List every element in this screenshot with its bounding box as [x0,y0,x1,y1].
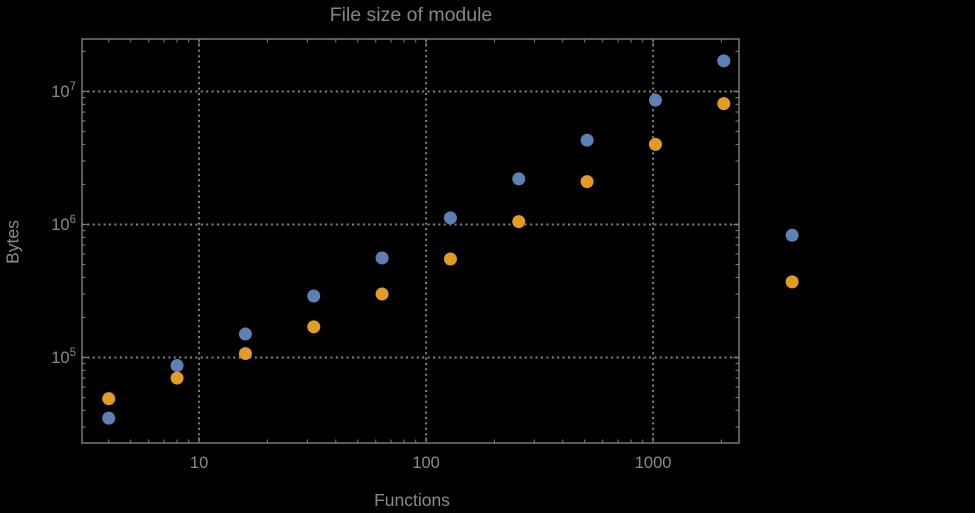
y-tick-label-10e7: 107 [51,81,76,101]
x-tick-label-10: 10 [190,454,208,472]
data-point-blue-x64 [375,251,389,265]
data-point-orange-x4096 [785,275,799,289]
data-point-orange-x64 [375,287,389,301]
data-point-orange-x512 [580,175,594,189]
data-point-blue-x512 [580,133,594,147]
data-point-blue-x2048 [717,54,731,68]
data-point-orange-x1024 [648,137,662,151]
plot-frame [81,38,740,444]
data-point-blue-x1024 [648,93,662,107]
chart-title: File size of module [329,4,493,26]
x-tick-label-1000: 1000 [635,454,672,472]
data-point-blue-x16 [238,327,252,341]
data-point-blue-x32 [307,289,321,303]
y-tick-label-10e5: 105 [51,347,76,367]
data-point-orange-x2048 [717,97,731,111]
data-point-orange-x32 [307,320,321,334]
data-point-orange-x16 [238,347,252,361]
data-point-blue-x8 [170,359,184,373]
data-point-blue-x128 [443,211,457,225]
x-axis-label: Functions [374,490,450,510]
y-tick-label-10e6: 106 [51,214,76,234]
data-point-orange-x4 [102,392,116,406]
data-point-blue-x256 [512,172,526,186]
data-point-blue-x4096 [785,228,799,242]
data-point-blue-x4 [102,411,116,425]
x-tick-label-100: 100 [412,454,440,472]
data-point-orange-x256 [512,215,526,229]
data-point-orange-x8 [170,371,184,385]
y-axis-label: Bytes [2,220,23,264]
data-point-orange-x128 [443,252,457,266]
